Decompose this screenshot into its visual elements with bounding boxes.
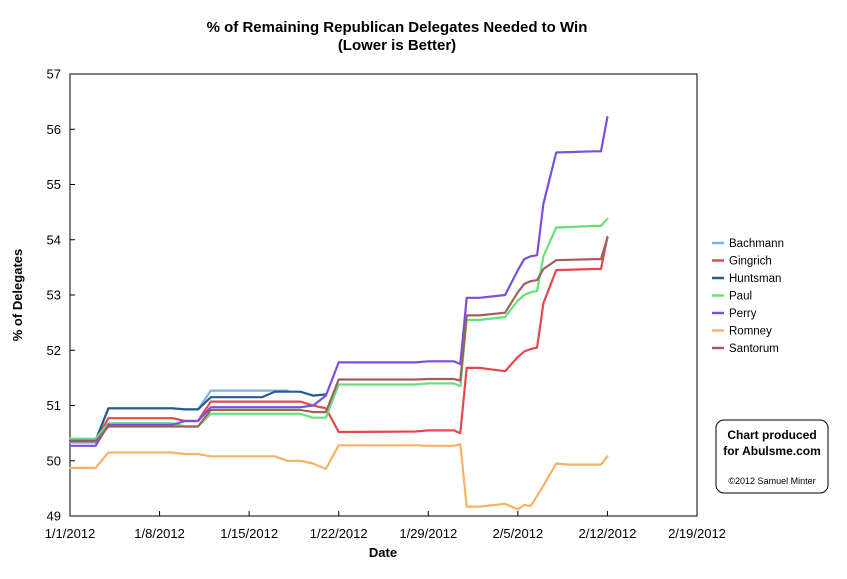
x-tick-label: 2/12/2012 <box>579 526 637 541</box>
legend-label-gingrich: Gingrich <box>729 256 772 268</box>
plot-area <box>69 73 698 517</box>
legend-label-santorum: Santorum <box>729 343 779 355</box>
y-axis-label: % of Delegates <box>10 249 25 341</box>
legend: Bachmann Gingrich Huntsman Paul Perry Romney S… <box>712 238 784 355</box>
credit-line-2: for Abulsme.com <box>723 444 821 458</box>
x-tick-label: 2/5/2012 <box>493 526 544 541</box>
x-tick-label: 2/19/2012 <box>668 526 726 541</box>
chart-subtitle: (Lower is Better) <box>338 37 456 54</box>
legend-label-romney: Romney <box>729 326 772 338</box>
series-line-perry <box>68 115 609 447</box>
x-tick-label: 1/15/2012 <box>220 526 278 541</box>
copyright-text: ©2012 Samuel Minter <box>728 476 815 486</box>
credit-box-frame <box>715 419 829 494</box>
y-tick-label: 50 <box>47 453 61 468</box>
y-tick-label: 53 <box>47 288 61 303</box>
series-line-santorum <box>68 237 609 443</box>
y-tick-label: 56 <box>47 122 61 137</box>
legend-label-perry: Perry <box>729 308 757 320</box>
legend-label-paul: Paul <box>729 291 752 303</box>
y-axis: 49 50 51 52 53 54 55 56 57 <box>47 67 75 524</box>
credit-line-1: Chart produced <box>727 428 816 442</box>
series-line-huntsman <box>68 390 327 442</box>
x-tick-label: 1/1/2012 <box>45 526 96 541</box>
chart-title: % of Remaining Republican Delegates Need… <box>207 19 588 36</box>
y-tick-label: 54 <box>47 232 61 247</box>
y-tick-label: 51 <box>47 398 61 413</box>
x-tick-label: 1/22/2012 <box>310 526 368 541</box>
y-tick-label: 52 <box>47 343 61 358</box>
legend-label-bachmann: Bachmann <box>729 238 784 250</box>
credit-box: Chart produced for Abulsme.com ©2012 Sam… <box>715 419 829 494</box>
x-tick-label: 1/29/2012 <box>399 526 457 541</box>
x-axis-label: Date <box>369 545 397 560</box>
x-tick-label: 1/8/2012 <box>134 526 185 541</box>
series-lines <box>68 115 609 511</box>
legend-label-huntsman: Huntsman <box>729 273 781 285</box>
x-axis: 1/1/2012 1/8/2012 1/15/2012 1/22/2012 1/29/2… <box>45 511 726 541</box>
y-tick-label: 49 <box>47 509 61 524</box>
y-tick-label: 55 <box>47 177 61 192</box>
series-line-romney <box>68 443 609 511</box>
y-tick-label: 57 <box>47 67 61 82</box>
